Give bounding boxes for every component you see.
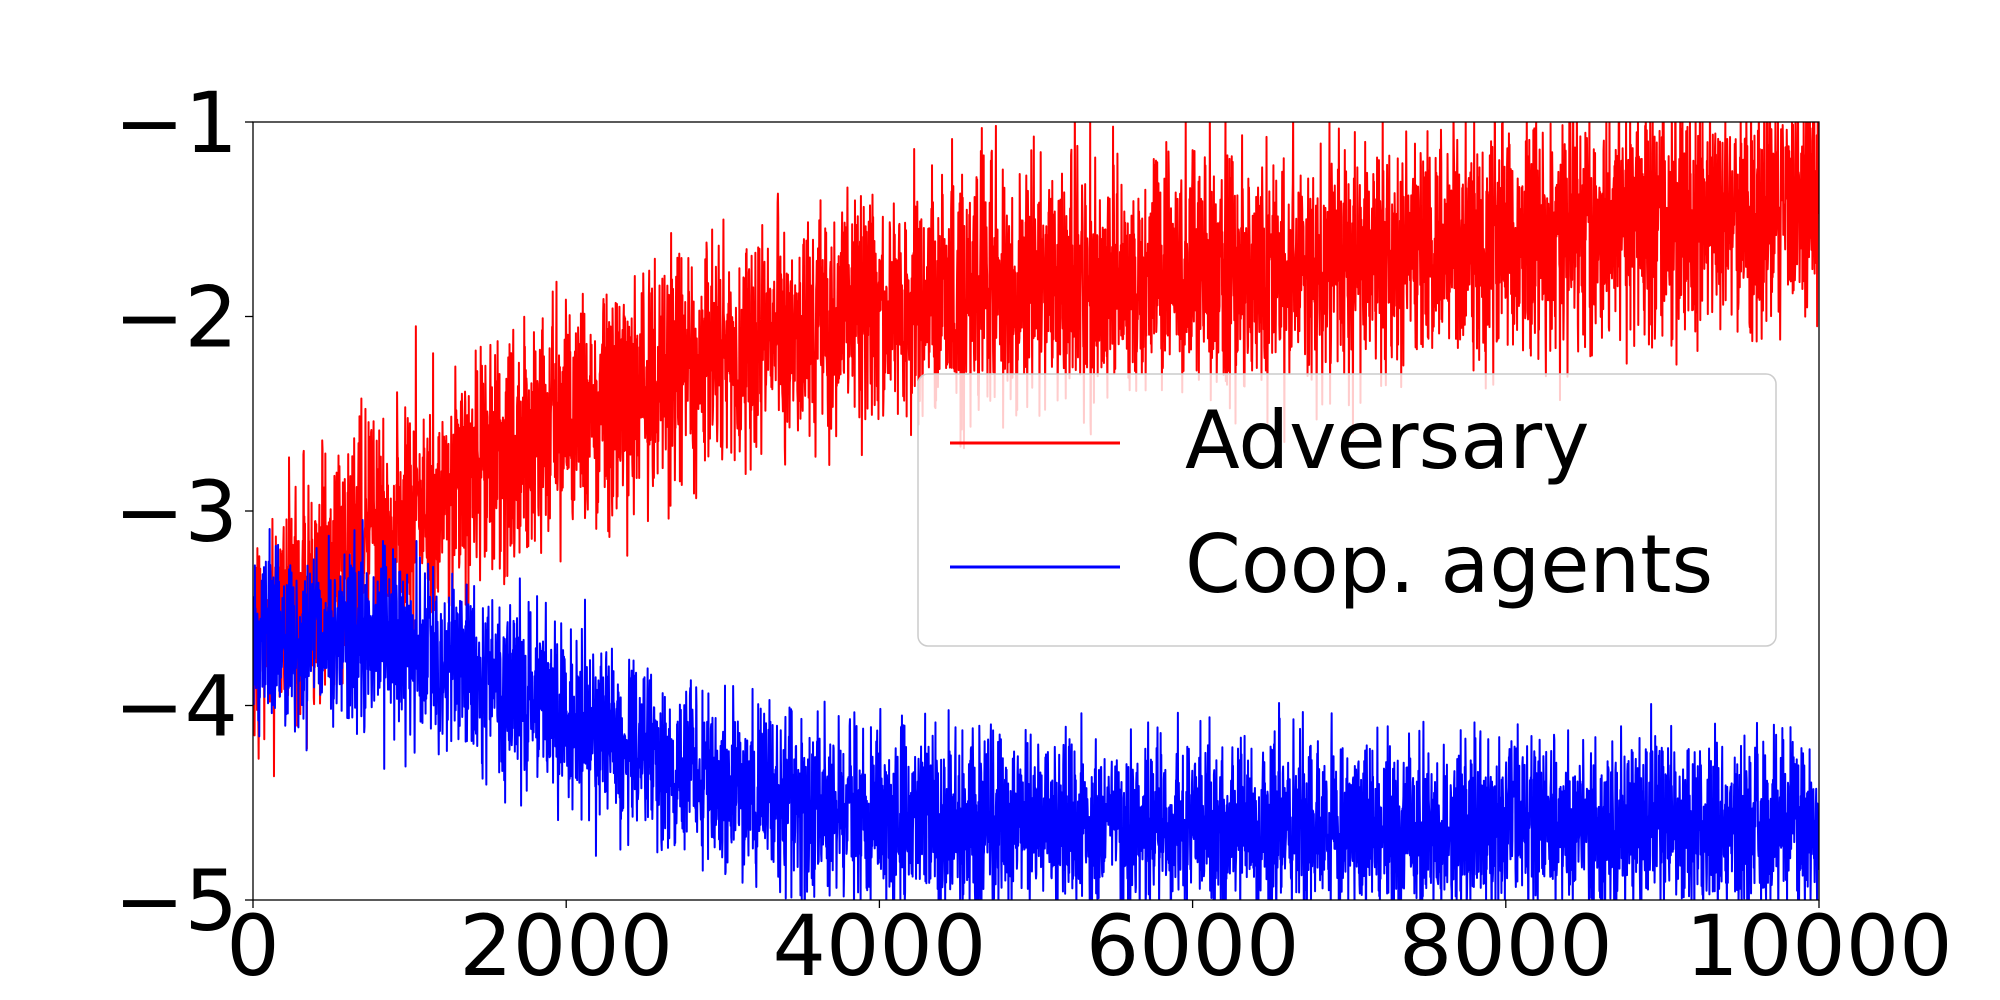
x-tick-label: 0 <box>226 897 279 995</box>
x-tick-label: 2000 <box>459 897 673 995</box>
y-axis: −1 −2 −3 −4 −5 <box>114 74 253 950</box>
y-tick-label: −5 <box>114 852 238 950</box>
legend: Adversary Coop. agents <box>917 373 1777 647</box>
x-tick-label: 4000 <box>773 897 987 995</box>
x-tick-label: 10000 <box>1685 897 1952 995</box>
legend-label-coop-agents: Coop. agents <box>1185 518 1713 611</box>
x-axis: 0 2000 4000 6000 8000 10000 <box>226 897 1952 995</box>
y-tick-label: −3 <box>114 463 238 561</box>
x-tick-label: 6000 <box>1086 897 1300 995</box>
legend-box <box>917 373 1777 647</box>
plot-area <box>253 122 1819 900</box>
y-tick-label: −2 <box>114 269 238 367</box>
legend-label-adversary: Adversary <box>1185 394 1590 487</box>
series-line-coop-agents <box>253 518 1819 900</box>
y-tick-label: −4 <box>114 658 238 756</box>
series-line-adversary <box>253 122 1819 778</box>
x-tick-label: 8000 <box>1399 897 1613 995</box>
y-tick-label: −1 <box>114 74 238 172</box>
